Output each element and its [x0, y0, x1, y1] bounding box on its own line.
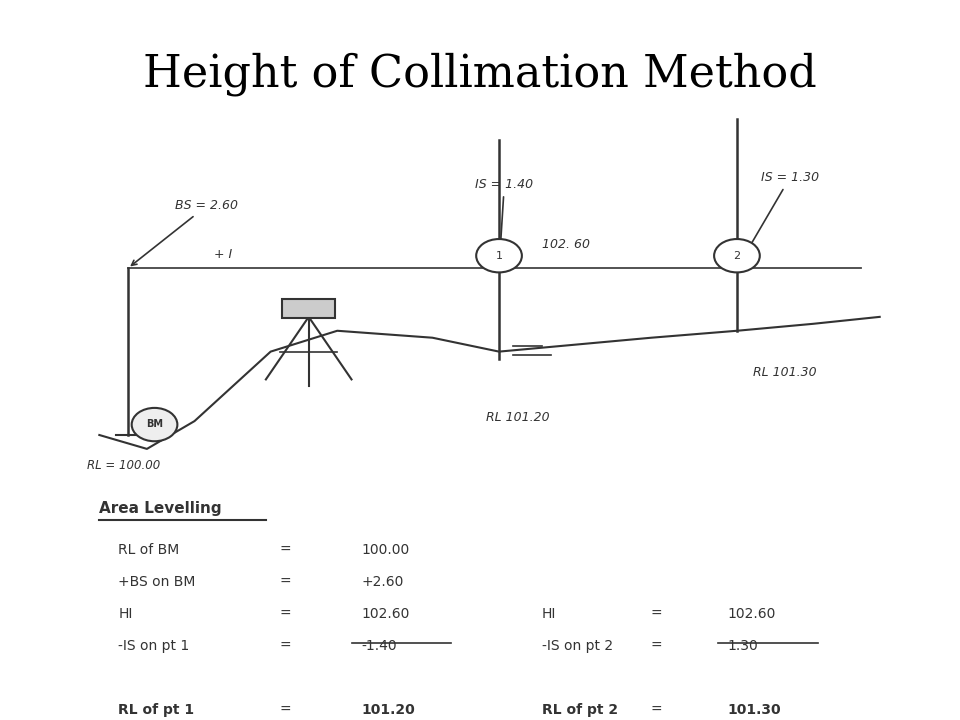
Text: RL 101.30: RL 101.30 — [753, 366, 816, 379]
Text: Area Levelling: Area Levelling — [99, 501, 222, 516]
Circle shape — [476, 239, 522, 272]
Text: RL of pt 2: RL of pt 2 — [541, 703, 618, 716]
Text: =: = — [279, 607, 291, 621]
Text: =: = — [279, 639, 291, 652]
Text: =: = — [279, 575, 291, 589]
Text: 1: 1 — [495, 251, 502, 261]
Text: Height of Collimation Method: Height of Collimation Method — [143, 53, 817, 96]
Text: 102.60: 102.60 — [361, 607, 409, 621]
Text: 100.00: 100.00 — [361, 543, 409, 557]
Text: 2: 2 — [733, 251, 740, 261]
Text: =: = — [650, 607, 661, 621]
Text: 102.60: 102.60 — [728, 607, 776, 621]
Text: RL of BM: RL of BM — [118, 543, 180, 557]
Text: HI: HI — [118, 607, 132, 621]
Text: HI: HI — [541, 607, 556, 621]
Text: IS = 1.30: IS = 1.30 — [739, 171, 819, 264]
Text: IS = 1.40: IS = 1.40 — [475, 179, 534, 264]
Text: 102. 60: 102. 60 — [541, 238, 589, 251]
Circle shape — [132, 408, 178, 441]
Circle shape — [714, 239, 759, 272]
Text: +BS on BM: +BS on BM — [118, 575, 196, 589]
Text: =: = — [650, 639, 661, 652]
Text: +2.60: +2.60 — [361, 575, 403, 589]
Text: RL = 100.00: RL = 100.00 — [86, 459, 159, 472]
Text: 101.20: 101.20 — [361, 703, 415, 716]
Text: BM: BM — [146, 419, 163, 429]
Text: RL 101.20: RL 101.20 — [487, 410, 550, 423]
Text: =: = — [279, 543, 291, 557]
Text: -IS on pt 2: -IS on pt 2 — [541, 639, 613, 652]
Text: =: = — [279, 703, 291, 716]
Text: 1.30: 1.30 — [728, 639, 758, 652]
FancyBboxPatch shape — [282, 299, 335, 318]
Text: BS = 2.60: BS = 2.60 — [132, 199, 238, 266]
Text: + I: + I — [213, 248, 231, 261]
Text: RL of pt 1: RL of pt 1 — [118, 703, 195, 716]
Text: 101.30: 101.30 — [728, 703, 781, 716]
Text: =: = — [650, 703, 661, 716]
Text: -IS on pt 1: -IS on pt 1 — [118, 639, 190, 652]
Text: -1.40: -1.40 — [361, 639, 396, 652]
